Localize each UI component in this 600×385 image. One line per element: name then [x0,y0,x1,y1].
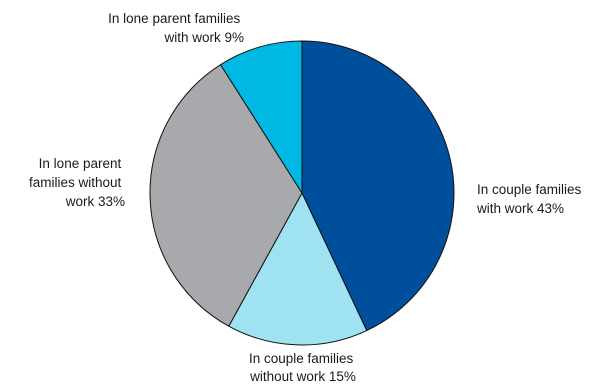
slice-lone-parent-with-work [220,40,303,194]
slice-couple-without-work [228,192,368,346]
label-couple-with-work: In couple families with work 43% [476,182,585,216]
slice-labels: In couple families with work 43% In coup… [29,11,585,384]
label-lone-parent-without-work: In lone parent families without work 33% [29,156,125,209]
slice-couple-with-work [301,40,455,332]
pie-slices [149,40,455,346]
label-couple-without-work: In couple families without work 15% [249,351,357,384]
slice-lone-parent-without-work [149,64,303,327]
label-lone-parent-with-work: In lone parent families with work 9% [108,11,244,45]
